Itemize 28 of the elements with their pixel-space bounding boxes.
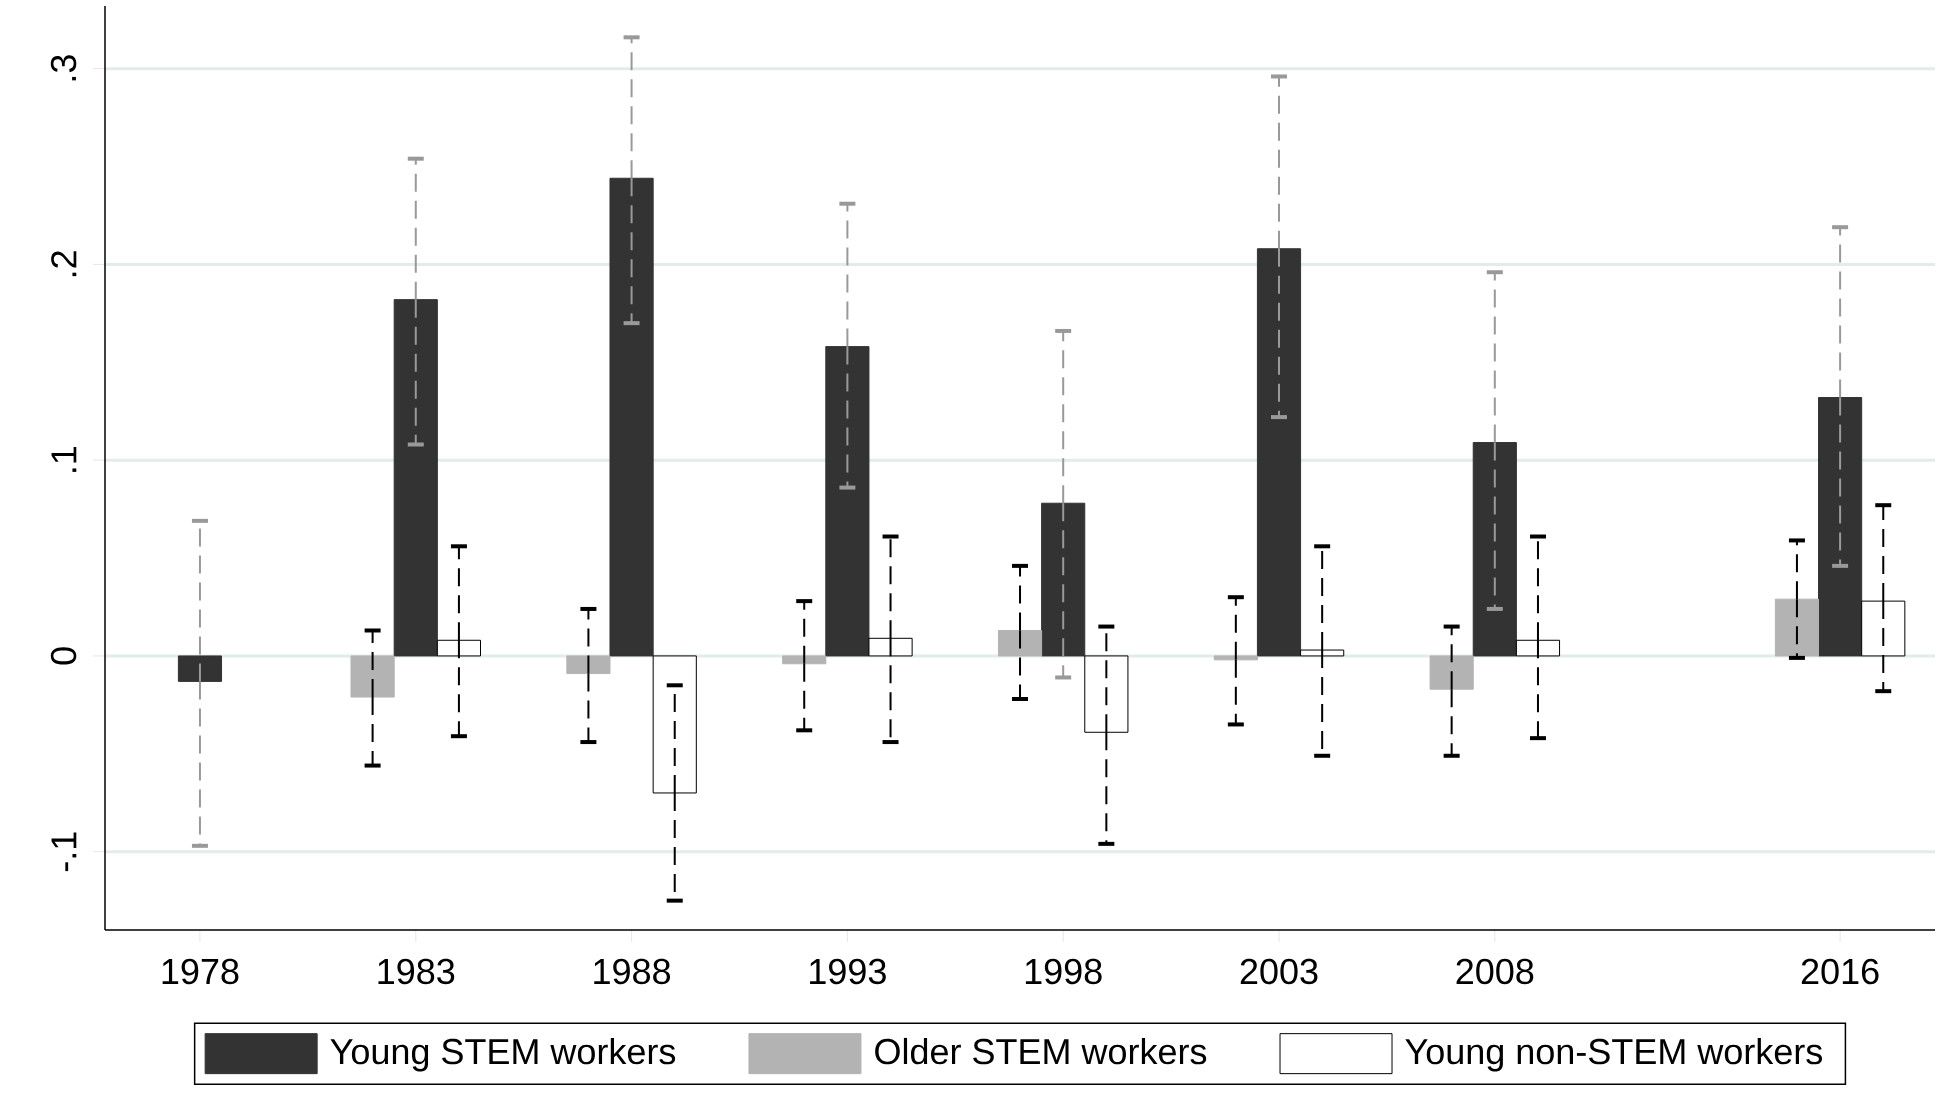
y-tick-label: .3	[50, 55, 77, 81]
legend-label: Young STEM workers	[330, 1037, 676, 1072]
x-tick-label: 2008	[1456, 958, 1534, 985]
x-tick-label: 1998	[1025, 958, 1102, 985]
bar	[1429, 655, 1474, 690]
bar	[566, 655, 611, 675]
bar	[393, 299, 438, 657]
bar	[997, 629, 1043, 657]
y-tick-label: -.1	[51, 832, 77, 872]
bar	[350, 655, 395, 698]
bar	[782, 655, 827, 665]
x-tick-label: 1988	[594, 958, 671, 985]
bar	[1041, 502, 1086, 657]
legend-label: Older STEM workers	[875, 1037, 1207, 1065]
x-tick-label: 1993	[810, 958, 886, 985]
y-tick-label: 0	[50, 647, 77, 665]
bar	[825, 346, 870, 657]
bar	[1256, 248, 1302, 657]
bar	[177, 655, 223, 682]
bar	[609, 177, 654, 657]
y-tick-label: .1	[51, 446, 77, 472]
y-tick-label: .2	[51, 251, 77, 277]
bar	[1213, 655, 1258, 661]
legend-label: Young non-STEM workers	[1405, 1037, 1823, 1072]
x-tick-label: 2003	[1240, 958, 1318, 985]
x-tick-label: 1978	[162, 958, 239, 985]
x-tick-label: 2016	[1801, 958, 1879, 985]
x-tick-label: 1983	[378, 958, 455, 985]
